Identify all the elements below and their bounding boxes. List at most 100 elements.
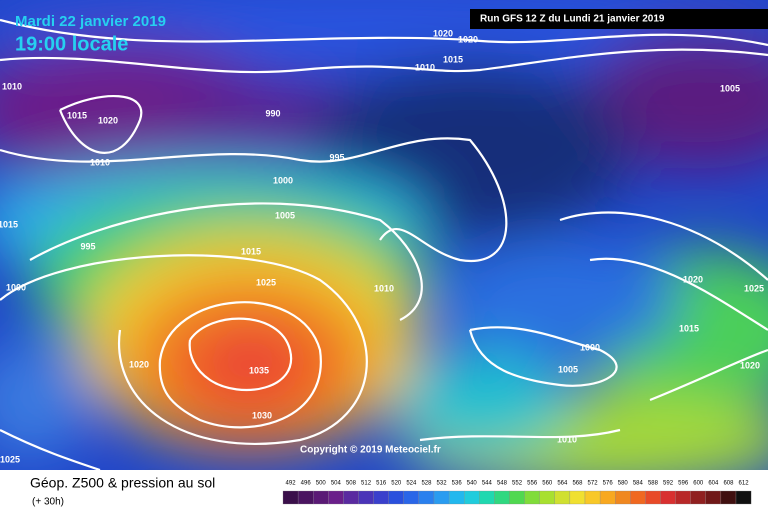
scale-label: 512 [361,481,372,487]
isobar-label: 1005 [720,83,740,93]
isobar-label: 1025 [256,277,276,287]
isobar-label: 1015 [67,110,87,120]
run-info: Run GFS 12 Z du Lundi 21 janvier 2019 [480,14,665,25]
isobar-label: 1005 [558,364,578,374]
scale-label: 552 [512,481,523,487]
scale-label: 524 [406,481,417,487]
scale-cell [509,490,525,505]
scale-cell [615,490,631,505]
legend-title: Géop. Z500 & pression au sol [30,475,215,491]
scale-cell [599,490,616,505]
scale-label: 580 [618,481,629,487]
scale-cell [720,490,737,505]
scale-cell [735,490,752,505]
isobar-label: 1015 [679,323,699,333]
scale-cell [705,490,722,505]
isobar-label: 1020 [98,115,118,125]
isobars [0,18,768,470]
isobar-label: 1000 [273,175,293,185]
isobar-labels: 1020 1020 1015 1010 1010 1005 1015 1020 990 1010 9… [0,28,764,464]
scale-label: 572 [588,481,599,487]
isobar-label: 1005 [275,210,295,220]
isobar-label: 1010 [557,434,577,444]
scale-cell [343,490,359,505]
scale-cell [524,490,540,505]
scale-cell [358,490,374,505]
scale-label: 532 [437,481,448,487]
scale-label: 596 [678,481,689,487]
scale-label: 540 [467,481,478,487]
forecast-time: 19:00 locale [15,33,128,55]
scale-cell [282,490,299,505]
isobar-label: 1010 [2,81,22,91]
scale-label: 528 [421,481,432,487]
scale-label: 500 [316,481,327,487]
run-box [470,9,768,29]
isobar-label: 1020 [683,274,703,284]
forecast-date: Mardi 22 janvier 2019 [15,13,166,30]
legend-subtitle: (+ 30h) [32,497,64,508]
isobar-label: 1030 [252,410,272,420]
scale-label: 544 [482,481,493,487]
isobar-label: 1010 [90,157,110,167]
scale-label: 492 [286,481,297,487]
scale-label: 548 [497,481,508,487]
isobar-label: 1025 [0,454,20,464]
scale-cell [584,490,601,505]
scale-label: 568 [572,481,583,487]
scale-cell [373,490,389,505]
scale-label: 584 [633,481,644,487]
isobar-label: 1020 [433,28,453,38]
isobar-label: 995 [80,241,95,251]
scale-cell [539,490,555,505]
isobar-label: 1020 [458,34,478,44]
isobar-label: 1010 [374,283,394,293]
scale-label: 508 [346,481,357,487]
scale-cell [328,490,344,505]
isobar-label: 1020 [740,360,760,370]
scale-label: 556 [527,481,538,487]
scale-label: 592 [663,481,674,487]
scale-label: 564 [557,481,568,487]
isobar-label: 990 [265,108,280,118]
scale-cell [403,490,420,505]
isobar-label: 995 [329,152,344,162]
isobar-label: 1015 [0,219,18,229]
scale-label: 520 [391,481,402,487]
scale-label: 576 [603,481,614,487]
isobar-label: 1020 [129,359,149,369]
isobar-label: 1015 [443,54,463,64]
isobar-label: 1000 [6,282,26,292]
scale-label: 612 [739,481,750,487]
copyright: Copyright © 2019 Meteociel.fr [300,445,441,456]
scale-cell [448,490,465,505]
scale-cell [554,490,571,505]
isobar-label: 1010 [415,62,435,72]
scale-cell [645,490,661,505]
scale-cell [660,490,676,505]
scale-label: 608 [723,481,734,487]
scale-cell [418,490,435,505]
scale-cell [313,490,329,505]
scale-cell [388,490,404,505]
scale-cell [479,490,495,505]
scale-cell [675,490,691,505]
isobar-label: 1035 [249,365,269,375]
isobar-label: 1015 [241,246,261,256]
field: 1020 1020 1015 1010 1010 1005 1015 1020 990 1010 9… [0,0,768,470]
scale-label: 604 [708,481,719,487]
scale-label: 536 [452,481,463,487]
scale-cell [569,490,586,505]
scale-label: 600 [693,481,704,487]
color-scale: 492 496 500 504 508 512 516 520 524 528 532 536 540 5… [282,481,752,505]
scale-cell [464,490,480,505]
isobar-label: 1025 [744,283,764,293]
scale-cell [297,490,314,505]
scale-cell [630,490,646,505]
scale-label: 504 [331,481,342,487]
scale-cell [690,490,706,505]
scale-label: 496 [301,481,312,487]
scale-label: 588 [648,481,659,487]
scale-label: 560 [542,481,553,487]
